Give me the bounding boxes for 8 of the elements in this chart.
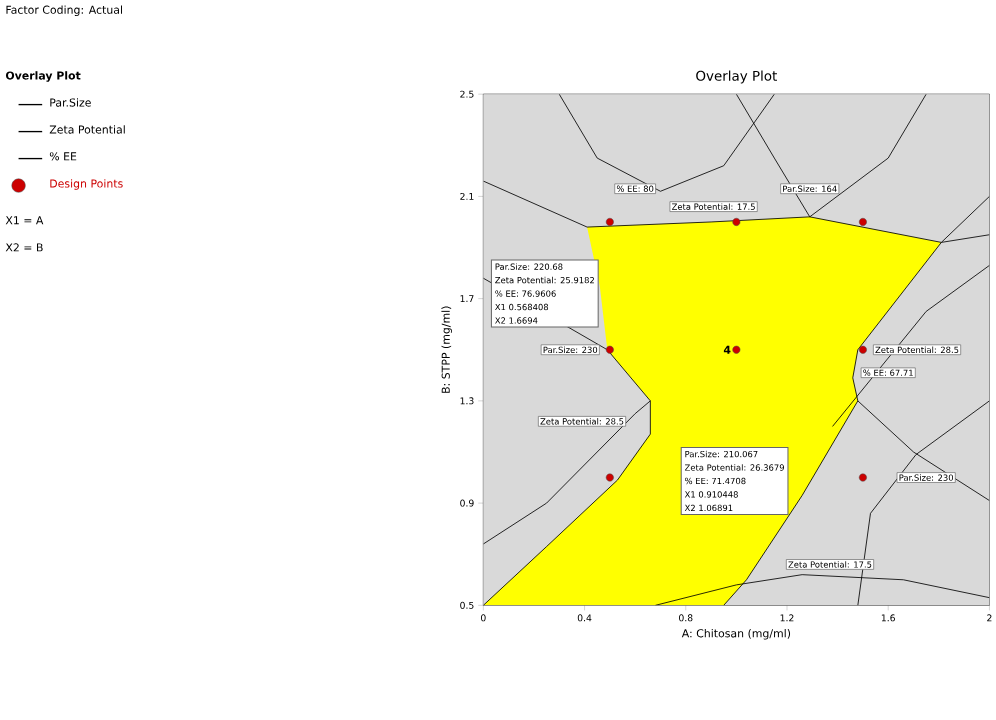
point bbox=[605, 473, 614, 482]
point bbox=[605, 345, 614, 354]
point bbox=[858, 345, 867, 354]
point bbox=[605, 217, 614, 226]
point bbox=[732, 345, 741, 354]
point bbox=[858, 217, 867, 226]
point bbox=[858, 473, 867, 482]
point bbox=[732, 217, 741, 226]
